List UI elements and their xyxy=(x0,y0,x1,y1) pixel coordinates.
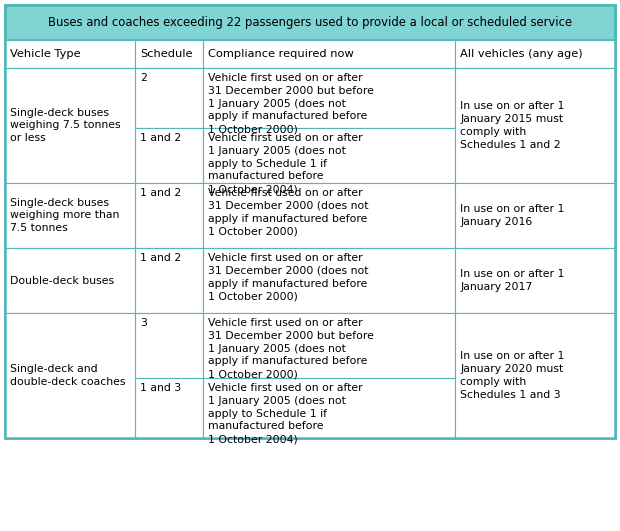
Text: In use on or after 1
January 2015 must
comply with
Schedules 1 and 2: In use on or after 1 January 2015 must c… xyxy=(460,101,564,150)
Text: Vehicle first used on or after
1 January 2005 (does not
apply to Schedule 1 if
m: Vehicle first used on or after 1 January… xyxy=(208,133,363,194)
Text: Vehicle first used on or after
31 December 2000 (does not
apply if manufactured : Vehicle first used on or after 31 Decemb… xyxy=(208,188,368,236)
Bar xyxy=(5,313,135,438)
Bar xyxy=(203,68,455,128)
Text: Vehicle first used on or after
31 December 2000 but before
1 January 2005 (does : Vehicle first used on or after 31 Decemb… xyxy=(208,73,374,134)
Text: Compliance required now: Compliance required now xyxy=(208,49,354,59)
Bar xyxy=(135,68,203,128)
Text: Vehicle first used on or after
31 December 2000 but before
1 January 2005 (does : Vehicle first used on or after 31 Decemb… xyxy=(208,318,374,379)
Text: 1 and 3: 1 and 3 xyxy=(140,383,181,393)
Text: Vehicle Type: Vehicle Type xyxy=(10,49,81,59)
Text: 1 and 2: 1 and 2 xyxy=(140,253,181,263)
Text: Vehicle first used on or after
1 January 2005 (does not
apply to Schedule 1 if
m: Vehicle first used on or after 1 January… xyxy=(208,383,363,444)
Text: Single-deck buses
weighing more than
7.5 tonnes: Single-deck buses weighing more than 7.5… xyxy=(10,198,120,233)
Bar xyxy=(203,248,455,313)
Bar xyxy=(135,248,203,313)
Bar xyxy=(5,40,135,68)
Bar xyxy=(135,313,203,378)
Bar xyxy=(455,40,615,68)
Text: 2: 2 xyxy=(140,73,147,83)
Text: Single-deck buses
weighing 7.5 tonnes
or less: Single-deck buses weighing 7.5 tonnes or… xyxy=(10,108,121,143)
Bar xyxy=(5,248,135,313)
Bar xyxy=(455,248,615,313)
Bar xyxy=(203,313,455,378)
Text: Schedule: Schedule xyxy=(140,49,192,59)
Text: In use on or after 1
January 2020 must
comply with
Schedules 1 and 3: In use on or after 1 January 2020 must c… xyxy=(460,352,564,400)
Bar xyxy=(5,5,615,40)
Text: 1 and 2: 1 and 2 xyxy=(140,133,181,143)
Text: In use on or after 1
January 2017: In use on or after 1 January 2017 xyxy=(460,269,564,292)
Text: All vehicles (any age): All vehicles (any age) xyxy=(460,49,583,59)
Bar xyxy=(135,378,203,438)
Bar xyxy=(455,68,615,183)
Bar xyxy=(203,378,455,438)
Bar xyxy=(455,183,615,248)
Bar xyxy=(5,68,135,183)
Text: Vehicle first used on or after
31 December 2000 (does not
apply if manufactured : Vehicle first used on or after 31 Decemb… xyxy=(208,253,368,302)
Text: Double-deck buses: Double-deck buses xyxy=(10,276,114,286)
Text: In use on or after 1
January 2016: In use on or after 1 January 2016 xyxy=(460,204,564,227)
Text: Buses and coaches exceeding 22 passengers used to provide a local or scheduled s: Buses and coaches exceeding 22 passenger… xyxy=(48,16,572,29)
Bar xyxy=(203,183,455,248)
Bar xyxy=(135,183,203,248)
Text: 3: 3 xyxy=(140,318,147,328)
Bar xyxy=(5,5,615,438)
Bar xyxy=(135,40,203,68)
Bar xyxy=(5,183,135,248)
Bar xyxy=(203,40,455,68)
Bar xyxy=(203,128,455,183)
Bar xyxy=(455,313,615,438)
Text: 1 and 2: 1 and 2 xyxy=(140,188,181,198)
Bar xyxy=(135,128,203,183)
Text: Single-deck and
double-deck coaches: Single-deck and double-deck coaches xyxy=(10,364,125,387)
Bar xyxy=(5,5,615,438)
